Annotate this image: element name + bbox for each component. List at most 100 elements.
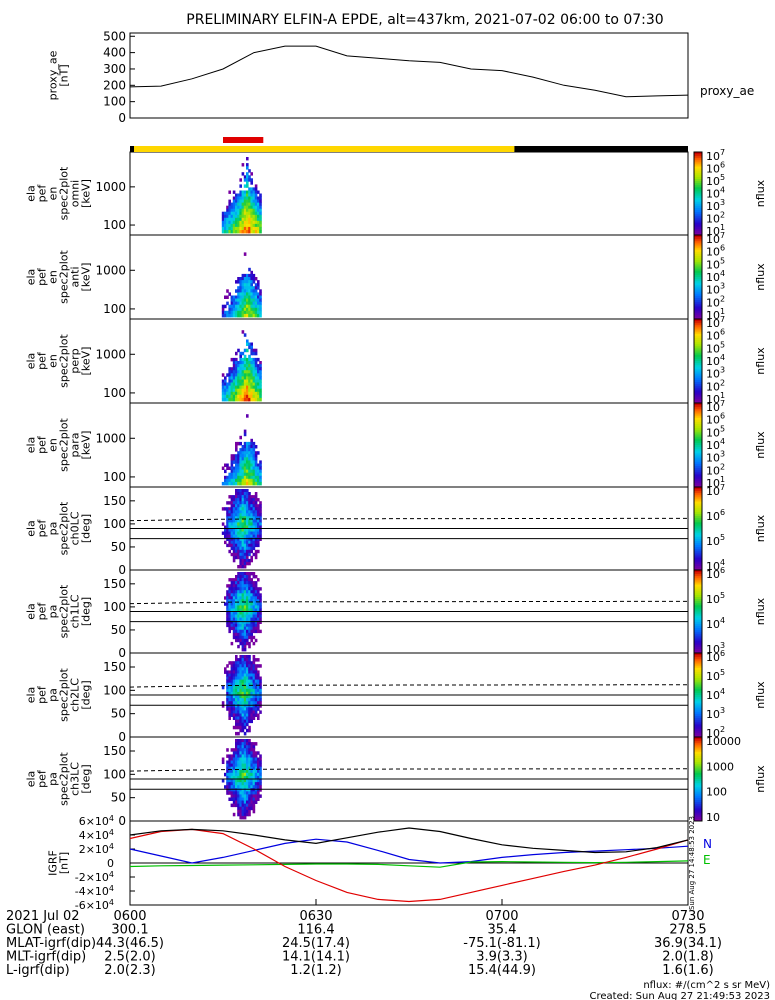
omni-colorbar-seg bbox=[694, 224, 702, 228]
ch0LC-cell bbox=[235, 522, 238, 526]
ch0LC-cell bbox=[257, 525, 260, 529]
ch2LC-cell bbox=[257, 713, 260, 717]
ch1LC-cell bbox=[248, 596, 251, 600]
ch1LC-cell bbox=[241, 626, 245, 631]
ch1LC-cell bbox=[237, 575, 240, 579]
perp-cell bbox=[246, 376, 249, 380]
ch0LC-cell bbox=[254, 504, 258, 508]
ch2LC-cell bbox=[221, 685, 225, 690]
ch0LC-cell bbox=[239, 498, 242, 502]
anti-colorbar-seg bbox=[694, 306, 702, 309]
ch0LC-cell bbox=[243, 519, 247, 523]
ch1LC-cell bbox=[259, 596, 262, 600]
ch3LC-cell bbox=[232, 766, 236, 771]
ch1LC-cell bbox=[252, 602, 256, 606]
ch0LC-cell bbox=[235, 513, 238, 517]
ch2LC-cell bbox=[243, 667, 247, 671]
omni-cell bbox=[248, 187, 251, 191]
ch0LC-cell bbox=[243, 552, 247, 557]
anti-cell bbox=[241, 292, 245, 296]
ch0LC-cell bbox=[248, 525, 251, 529]
anti-cell bbox=[241, 307, 245, 312]
ch1LC-cell bbox=[230, 623, 234, 628]
ch0LC-cell bbox=[252, 546, 256, 551]
ch1LC-cell bbox=[239, 575, 242, 579]
anti-cell bbox=[246, 280, 249, 284]
anti-cell bbox=[241, 295, 245, 299]
ch3LC-cell bbox=[259, 763, 262, 768]
para-cell bbox=[239, 441, 242, 446]
ch0LC-spectrogram bbox=[221, 489, 262, 569]
ch0LC-cell bbox=[254, 552, 258, 557]
ch2LC-cell bbox=[232, 682, 236, 687]
ch2LC-cell bbox=[250, 670, 253, 674]
ch1LC-cell bbox=[239, 638, 242, 643]
ch2LC-cell bbox=[250, 701, 253, 705]
para-cell bbox=[235, 481, 238, 486]
ch0LC-cell bbox=[250, 540, 253, 545]
ch1LC-cell bbox=[239, 590, 242, 594]
perp-cell bbox=[243, 373, 247, 377]
ch3LC-colorbar-seg bbox=[694, 789, 702, 793]
ch3LC-cell bbox=[250, 754, 253, 758]
para-cell bbox=[241, 478, 245, 483]
para-cell bbox=[243, 457, 247, 461]
ch2LC-cell bbox=[237, 698, 240, 702]
ephem-value: -75.1(-81.1) bbox=[463, 936, 540, 951]
ch2LC-colorbar-seg bbox=[694, 699, 702, 702]
ch1LC-cell bbox=[250, 605, 253, 609]
ch0LC-cell bbox=[248, 522, 251, 526]
anti-colorbar-seg bbox=[694, 268, 702, 272]
anti-cell bbox=[237, 289, 240, 293]
para-cell bbox=[250, 457, 253, 461]
ch1LC-cell bbox=[252, 587, 256, 591]
ch1LC-cell bbox=[254, 626, 258, 631]
perp-cell bbox=[259, 370, 262, 374]
anti-cell bbox=[246, 292, 249, 296]
ch1LC-cell bbox=[235, 635, 238, 640]
ch1LC-cell bbox=[246, 605, 249, 609]
ch0LC-cell bbox=[254, 510, 258, 514]
ch1LC-cell bbox=[232, 584, 236, 588]
perp-cell bbox=[241, 370, 245, 374]
perp-colorbar-seg bbox=[694, 392, 702, 396]
ch3LC-cell bbox=[246, 769, 249, 774]
ch0LC-cell bbox=[230, 516, 234, 520]
ch0LC-cell bbox=[230, 495, 234, 499]
ch0LC-cell bbox=[232, 522, 236, 526]
ch0LC-cell bbox=[254, 498, 258, 502]
ch2LC-cell bbox=[252, 679, 256, 684]
ch1LC-ylabel-line: ch1LC bbox=[69, 594, 82, 628]
anti-colorbar-seg bbox=[694, 291, 702, 295]
omni-cell bbox=[252, 211, 256, 216]
para-cell bbox=[250, 451, 253, 455]
ch3LC-cell bbox=[246, 797, 249, 801]
ch1LC-cell bbox=[230, 590, 234, 594]
ch2LC-cell bbox=[243, 655, 247, 659]
ch3LC-cell bbox=[237, 785, 240, 789]
perp-cell bbox=[248, 388, 251, 393]
ch3LC-cell bbox=[246, 775, 249, 780]
ch3LC-cell bbox=[250, 766, 253, 771]
ch2LC-cell bbox=[246, 655, 249, 659]
ch0LC-cell bbox=[254, 528, 258, 532]
ch0LC-cell bbox=[237, 516, 240, 520]
omni-cell bbox=[254, 214, 258, 219]
perp-cell bbox=[257, 367, 260, 371]
perp-cell bbox=[239, 351, 242, 356]
perp-spectrogram bbox=[221, 330, 262, 402]
para-cell bbox=[257, 469, 260, 474]
para-colorbar-seg bbox=[694, 466, 702, 469]
anti-cell bbox=[250, 270, 253, 275]
ch2LC-colorbar-seg bbox=[694, 661, 702, 664]
ch0LC-cell bbox=[232, 528, 236, 532]
ch1LC-cell bbox=[237, 605, 240, 609]
ch3LC-cell bbox=[226, 785, 229, 789]
ch1LC-cell bbox=[235, 617, 238, 621]
omni-cell bbox=[241, 190, 245, 194]
para-ylabel-line: ela bbox=[25, 437, 38, 454]
ch2LC-colorbar-seg bbox=[694, 680, 702, 683]
ch1LC-cell bbox=[237, 617, 240, 621]
ch2LC-cell bbox=[252, 713, 256, 717]
omni-cell bbox=[254, 190, 258, 194]
